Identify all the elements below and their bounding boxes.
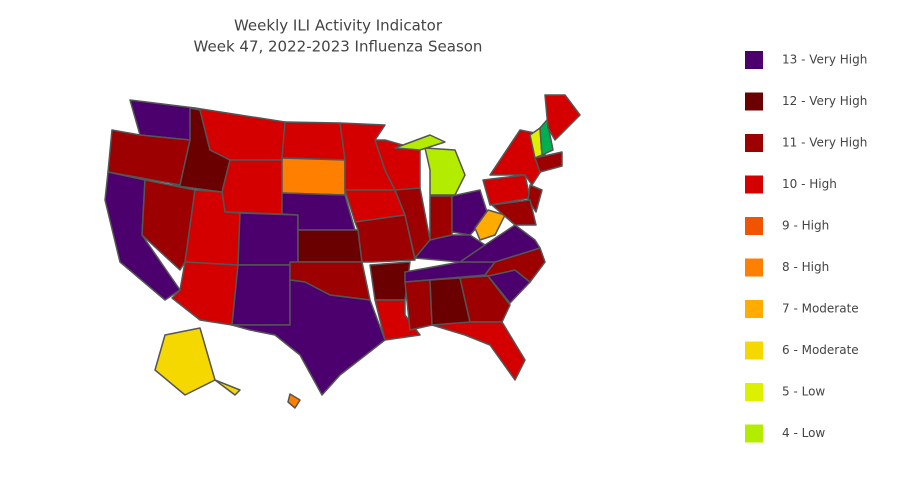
legend-swatch bbox=[745, 51, 763, 69]
state-region bbox=[369, 261, 411, 301]
state-region bbox=[459, 275, 511, 323]
state-region bbox=[539, 119, 554, 156]
legend-label: 7 - Moderate bbox=[782, 302, 859, 316]
state-region bbox=[474, 209, 506, 241]
legend-swatch bbox=[745, 175, 763, 194]
state-region bbox=[281, 157, 346, 196]
state-region bbox=[404, 279, 433, 331]
legend-label: 12 - Very High bbox=[782, 94, 867, 108]
legend-label: 9 - High bbox=[782, 219, 829, 233]
legend-label: 5 - Low bbox=[782, 385, 825, 399]
legend-swatch bbox=[745, 424, 763, 443]
state-region bbox=[214, 379, 241, 396]
state-region bbox=[459, 224, 541, 263]
state-region bbox=[534, 151, 563, 173]
legend-label: 10 - High bbox=[782, 177, 837, 191]
legend: 13 - Very High 12 - Very High 11 - Very Hi… bbox=[745, 51, 867, 443]
state-region bbox=[171, 261, 239, 326]
legend-swatch bbox=[745, 92, 763, 111]
legend-swatch bbox=[745, 134, 763, 152]
map-title: Weekly ILI Activity Indicator bbox=[234, 17, 443, 35]
legend-swatch bbox=[745, 217, 763, 235]
state-region bbox=[491, 199, 537, 226]
legend-swatch bbox=[745, 383, 763, 401]
legend-label: 13 - Very High bbox=[782, 53, 867, 67]
state-region bbox=[297, 229, 363, 263]
state-region bbox=[424, 147, 466, 196]
legend-swatch bbox=[745, 300, 763, 318]
state-region bbox=[231, 264, 291, 326]
legend-label: 11 - Very High bbox=[782, 136, 867, 150]
state-region bbox=[129, 99, 196, 141]
legend-label: 6 - Moderate bbox=[782, 343, 859, 357]
state-region bbox=[431, 321, 526, 381]
legend-label: 4 - Low bbox=[782, 426, 825, 440]
legend-label: 8 - High bbox=[782, 260, 829, 274]
state-region bbox=[237, 212, 299, 266]
state-region bbox=[231, 279, 386, 396]
map-subtitle: Week 47, 2022-2023 Influenza Season bbox=[194, 38, 483, 56]
us-map bbox=[104, 94, 581, 409]
state-region bbox=[394, 134, 446, 151]
state-region bbox=[429, 195, 453, 241]
state-region bbox=[154, 327, 216, 396]
state-region bbox=[287, 393, 301, 409]
state-region bbox=[544, 94, 581, 141]
legend-swatch bbox=[745, 341, 763, 360]
state-region bbox=[281, 121, 346, 161]
state-region bbox=[221, 159, 283, 215]
legend-swatch bbox=[745, 258, 763, 277]
